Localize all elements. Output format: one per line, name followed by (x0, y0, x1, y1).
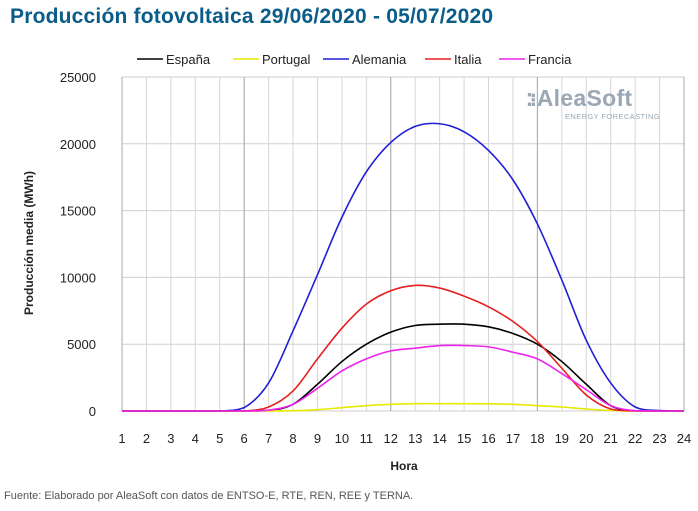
aleasoft-logo: ⁚⁝ AleaSoft ENERGY FORECASTING (526, 86, 666, 121)
source-note: Fuente: Elaborado por AleaSoft con datos… (4, 490, 414, 502)
x-tick-label: 14 (432, 431, 446, 446)
x-tick-label: 23 (652, 431, 666, 446)
legend-label: Italia (454, 52, 482, 67)
x-tick-label: 10 (335, 431, 349, 446)
x-tick-label: 20 (579, 431, 593, 446)
legend-label: Portugal (262, 52, 311, 67)
y-axis-label: Producción media (MWh) (22, 171, 36, 315)
x-tick-label: 3 (167, 431, 174, 446)
x-tick-label: 22 (628, 431, 642, 446)
y-tick-label: 15000 (60, 204, 96, 219)
legend-label: España (166, 52, 211, 67)
x-tick-label: 2 (143, 431, 150, 446)
x-tick-label: 4 (192, 431, 199, 446)
x-tick-label: 8 (289, 431, 296, 446)
y-tick-label: 25000 (60, 70, 96, 85)
legend-item: Italia (425, 52, 482, 67)
legend-item: Alemania (323, 52, 407, 67)
legend-item: España (137, 52, 211, 67)
chart-title: Producción fotovoltaica 29/06/2020 - 05/… (10, 5, 494, 28)
x-tick-label: 11 (360, 431, 374, 446)
x-tick-label: 19 (555, 431, 569, 446)
x-tick-label: 18 (530, 431, 544, 446)
legend-item: Francia (499, 52, 572, 67)
legend-item: Portugal (233, 52, 311, 67)
series-line-alemania (121, 122, 685, 412)
series-lines (121, 122, 685, 412)
y-tick-label: 20000 (60, 137, 96, 152)
x-axis-ticks: 1 2 3 4 5 6 7 8 9 10 11 12 13 14 15 16 17 18 19 20 21 22 23 24 (118, 431, 691, 446)
x-tick-label: 7 (265, 431, 272, 446)
x-axis-label: Hora (390, 459, 418, 473)
x-tick-label: 5 (216, 431, 223, 446)
x-tick-label: 24 (677, 431, 691, 446)
y-tick-label: 10000 (60, 270, 96, 285)
y-axis-ticks: 0 5000 10000 15000 20000 25000 (60, 70, 96, 419)
x-tick-label: 12 (384, 431, 398, 446)
x-tick-label: 13 (408, 431, 422, 446)
logo-main-text: AleaSoft (536, 85, 633, 111)
x-tick-label: 15 (457, 431, 471, 446)
legend-label: Francia (528, 52, 572, 67)
legend-label: Alemania (352, 52, 407, 67)
x-tick-label: 17 (506, 431, 520, 446)
x-tick-label: 6 (241, 431, 248, 446)
x-tick-label: 21 (603, 431, 617, 446)
y-tick-label: 0 (89, 404, 96, 419)
legend: España Portugal Alemania Italia Francia (137, 52, 572, 67)
x-tick-label: 9 (314, 431, 321, 446)
logo-subtitle: ENERGY FORECASTING (565, 112, 660, 121)
y-tick-label: 5000 (67, 337, 96, 352)
x-tick-label: 1 (118, 431, 125, 446)
series-line-italia (121, 284, 684, 412)
x-tick-label: 16 (481, 431, 495, 446)
logo-dots-icon: ⁚⁝ (526, 90, 537, 110)
grid-lines (121, 76, 685, 412)
series-line-francia (121, 344, 684, 412)
